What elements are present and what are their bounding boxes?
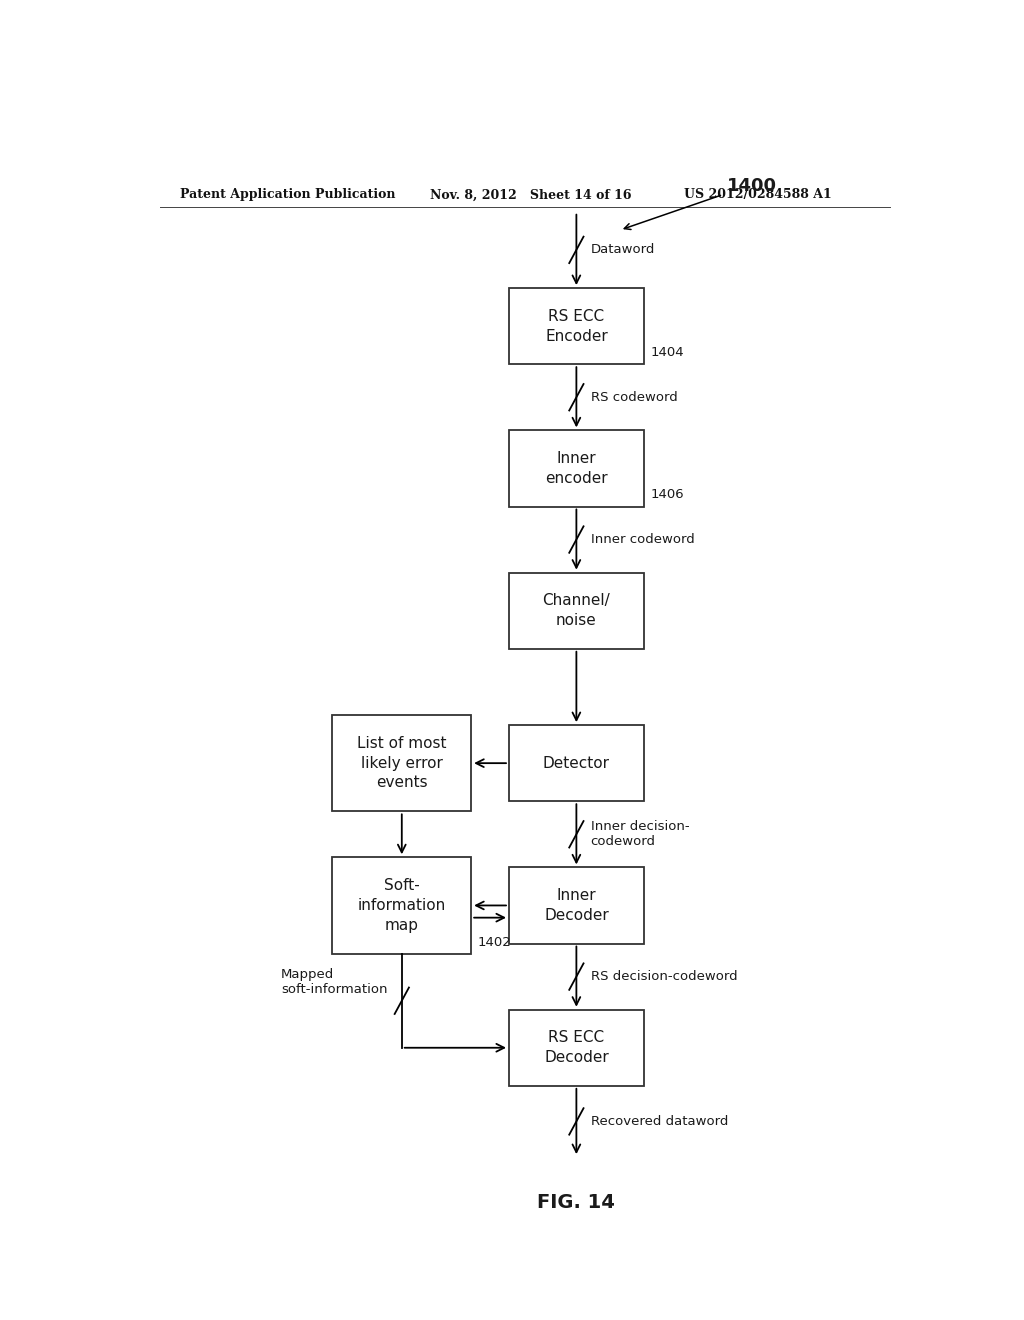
Text: US 2012/0284588 A1: US 2012/0284588 A1 bbox=[684, 189, 831, 202]
Text: 1400: 1400 bbox=[727, 177, 777, 195]
Bar bbox=[509, 573, 644, 649]
Bar bbox=[509, 725, 644, 801]
Text: Recovered dataword: Recovered dataword bbox=[591, 1115, 728, 1127]
Text: RS decision-codeword: RS decision-codeword bbox=[591, 970, 737, 983]
Bar bbox=[509, 1010, 644, 1086]
Bar bbox=[509, 867, 644, 944]
Text: Patent Application Publication: Patent Application Publication bbox=[179, 189, 395, 202]
Text: 1406: 1406 bbox=[650, 488, 684, 502]
Text: Soft-
information
map: Soft- information map bbox=[357, 878, 445, 933]
Text: RS ECC
Decoder: RS ECC Decoder bbox=[544, 1031, 608, 1065]
Bar bbox=[509, 288, 644, 364]
Text: Mapped
soft-information: Mapped soft-information bbox=[281, 968, 387, 995]
Text: Dataword: Dataword bbox=[591, 243, 655, 256]
Text: Detector: Detector bbox=[543, 755, 610, 771]
Bar bbox=[333, 857, 471, 954]
Text: Nov. 8, 2012   Sheet 14 of 16: Nov. 8, 2012 Sheet 14 of 16 bbox=[430, 189, 631, 202]
Text: 1402: 1402 bbox=[477, 936, 511, 949]
Text: Inner
Decoder: Inner Decoder bbox=[544, 888, 608, 923]
Text: Inner codeword: Inner codeword bbox=[591, 533, 694, 546]
Text: Channel/
noise: Channel/ noise bbox=[543, 593, 610, 628]
Text: 1404: 1404 bbox=[650, 346, 684, 359]
Text: Inner
encoder: Inner encoder bbox=[545, 451, 607, 486]
Bar bbox=[509, 430, 644, 507]
Text: FIG. 14: FIG. 14 bbox=[538, 1193, 615, 1212]
Text: RS ECC
Encoder: RS ECC Encoder bbox=[545, 309, 608, 343]
Text: Inner decision-
codeword: Inner decision- codeword bbox=[591, 820, 689, 849]
Text: List of most
likely error
events: List of most likely error events bbox=[357, 735, 446, 791]
Bar bbox=[333, 715, 471, 812]
Text: RS codeword: RS codeword bbox=[591, 391, 678, 404]
